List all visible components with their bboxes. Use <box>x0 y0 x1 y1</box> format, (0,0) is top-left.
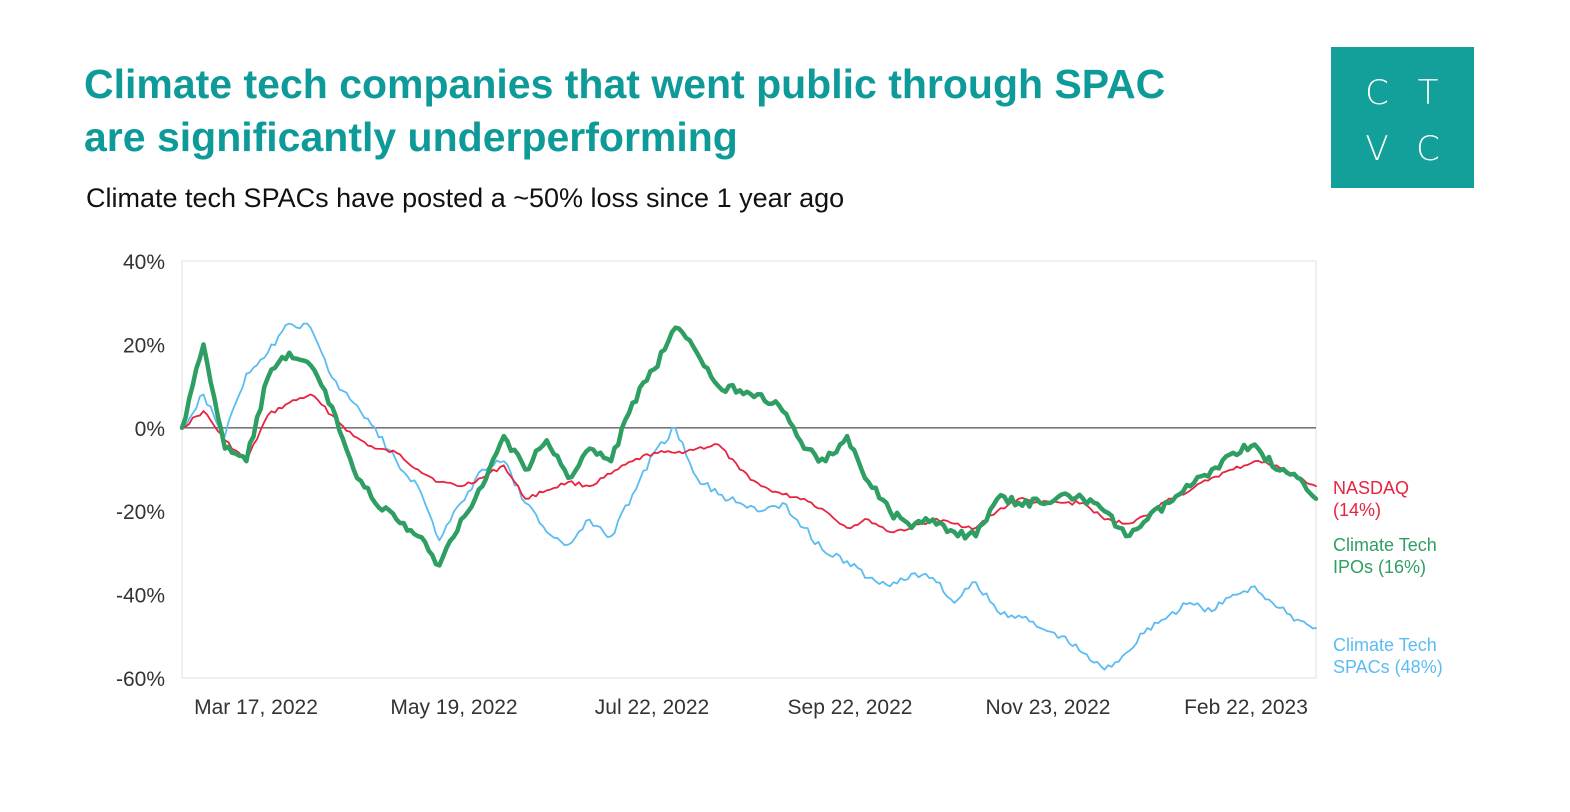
series-line <box>182 328 1316 566</box>
x-tick-label: Nov 23, 2022 <box>986 696 1111 719</box>
y-tick-label: 40% <box>123 251 165 274</box>
series-end-label: IPOs (16%) <box>1333 557 1426 577</box>
y-tick-label: -20% <box>116 501 165 524</box>
series-end-label: NASDAQ <box>1333 478 1409 498</box>
series-end-label: Climate Tech <box>1333 535 1437 555</box>
series-line <box>182 324 1316 670</box>
y-tick-label: 0% <box>135 418 165 441</box>
y-tick-label: 20% <box>123 334 165 357</box>
x-tick-label: Mar 17, 2022 <box>194 696 318 719</box>
series-end-label: SPACs (48%) <box>1333 657 1443 677</box>
y-tick-label: -40% <box>116 585 165 608</box>
x-tick-label: Feb 22, 2023 <box>1184 696 1308 719</box>
x-tick-label: Sep 22, 2022 <box>788 696 913 719</box>
line-chart: 40% 20% 0% -20% -40% -60% Mar 17, 2022 May 19, … <box>0 0 1570 812</box>
series-end-label: (14%) <box>1333 500 1381 520</box>
series-end-label: Climate Tech <box>1333 635 1437 655</box>
x-tick-label: Jul 22, 2022 <box>595 696 709 719</box>
y-tick-label: -60% <box>116 668 165 691</box>
x-tick-label: May 19, 2022 <box>390 696 517 719</box>
